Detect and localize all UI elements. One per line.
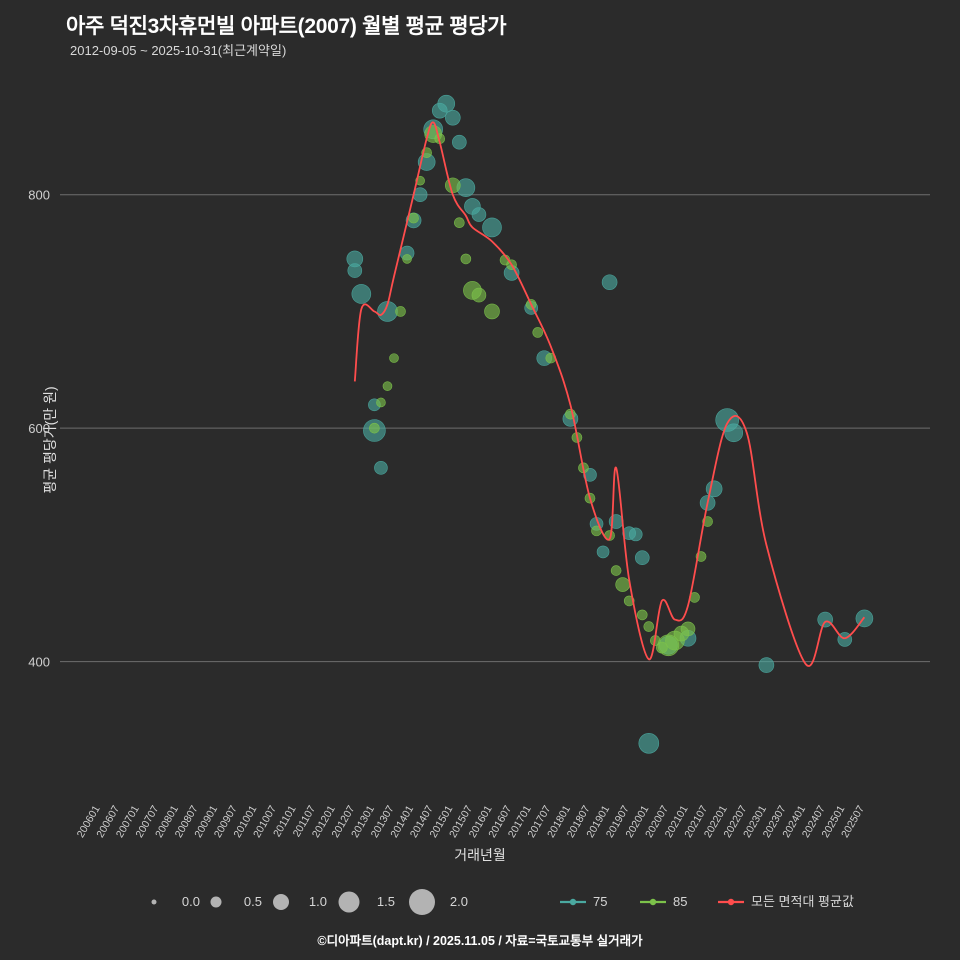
legend-size-marker <box>273 894 289 910</box>
data-point <box>444 109 461 126</box>
data-point <box>351 284 372 304</box>
data-point <box>437 94 456 113</box>
credit-line: ©디아파트(dapt.kr) / 2025.11.05 / 자료=국토교통부 실… <box>317 934 643 948</box>
data-point <box>454 217 465 229</box>
data-point <box>347 263 363 278</box>
legend-series-marker <box>727 898 735 906</box>
data-point <box>601 274 618 291</box>
data-point <box>636 609 648 621</box>
legend-size-marker <box>210 896 222 908</box>
data-point <box>471 207 487 222</box>
data-point <box>532 327 544 338</box>
data-point <box>680 621 696 637</box>
data-point <box>482 217 502 238</box>
series-line-average <box>353 121 866 667</box>
data-point <box>596 545 610 559</box>
data-point <box>643 621 655 632</box>
legend-series-label[interactable]: 85 <box>673 894 687 909</box>
x-axis-label: 거래년월 <box>454 847 506 863</box>
data-point <box>395 306 406 317</box>
data-point <box>444 177 461 194</box>
legend-size-label: 1.5 <box>377 894 395 909</box>
legend-size-marker <box>409 889 435 915</box>
data-point <box>484 303 500 320</box>
data-point <box>382 381 393 391</box>
data-point <box>758 657 775 673</box>
data-point <box>369 422 380 434</box>
data-point <box>389 353 399 363</box>
data-point <box>460 253 472 265</box>
legend-series-marker <box>569 898 577 906</box>
data-point <box>374 461 388 475</box>
legend-series-label[interactable]: 75 <box>593 894 607 909</box>
page-subtitle: 2012-09-05 ~ 2025-10-31(최근계약일) <box>70 43 287 58</box>
legend-series-marker <box>649 898 657 906</box>
legend-size-marker <box>151 899 157 905</box>
legend-size-label: 2.0 <box>450 894 468 909</box>
legend-size-label: 1.0 <box>309 894 327 909</box>
data-point <box>615 577 630 592</box>
legend-size-marker <box>338 891 360 913</box>
data-point <box>628 527 643 542</box>
y-axis-tick: 600 <box>28 421 50 436</box>
data-point <box>638 733 660 754</box>
data-point <box>402 254 412 264</box>
legend-size-label: 0.0 <box>182 894 200 909</box>
data-point <box>817 611 834 628</box>
data-point <box>724 423 744 443</box>
legend-series-label[interactable]: 모든 면적대 평균값 <box>751 894 854 909</box>
data-point <box>634 550 650 566</box>
legend-size-label: 0.5 <box>244 894 262 909</box>
data-point <box>376 397 386 408</box>
page-title: 아주 덕진3차휴먼빌 아파트(2007) 월별 평균 평당가 <box>66 15 507 38</box>
data-point <box>452 134 467 150</box>
y-axis-tick: 400 <box>28 655 50 670</box>
data-point <box>610 565 622 576</box>
legend: 0.0 0.5 1.0 1.5 2.0 75 85 모든 면적대 평균값 <box>151 889 854 915</box>
data-point <box>408 212 419 224</box>
y-axis-tick: 800 <box>28 188 50 203</box>
data-point <box>471 287 487 303</box>
